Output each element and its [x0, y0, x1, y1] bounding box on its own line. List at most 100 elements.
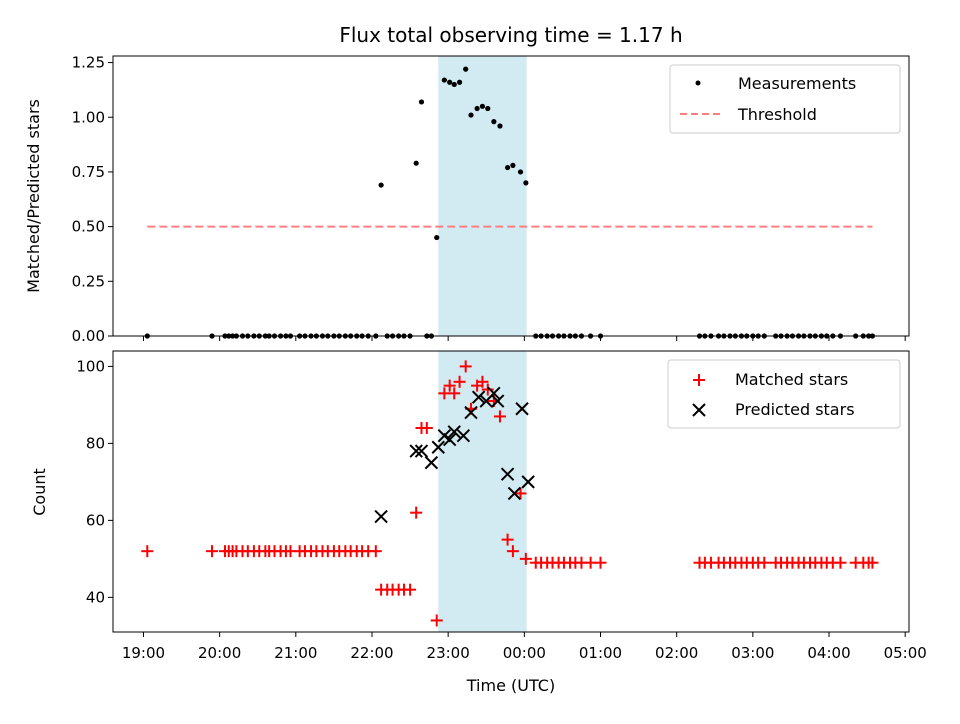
bot-y-tick-label: 80 [86, 434, 105, 452]
matched-stars-point [206, 545, 219, 558]
top-highlight-span [438, 56, 527, 336]
x-axis-label: Time (UTC) [466, 676, 555, 695]
predicted-stars-point [507, 486, 522, 501]
legend-measurements-label: Measurements [738, 74, 856, 93]
top-x-ticks [142, 336, 906, 341]
matched-stars-point [481, 383, 494, 396]
x-tick-label: 22:00 [350, 644, 393, 662]
x-tick-label: 21:00 [274, 644, 317, 662]
matched-stars-point [430, 614, 443, 627]
measurement-point [491, 119, 497, 125]
matched-stars-point [443, 379, 456, 392]
x-tick-label: 04:00 [807, 644, 850, 662]
predicted-stars-point [447, 425, 461, 439]
bottom-data-marks [141, 360, 879, 627]
measurement-point [434, 234, 440, 241]
measurement-point [523, 180, 529, 186]
measurement-point [463, 66, 469, 72]
measurement-point [441, 77, 447, 83]
x-tick-label: 19:00 [122, 644, 165, 662]
x-tick-label: 02:00 [655, 644, 698, 662]
top-y-ticks: 0.00 0.25 0.50 0.75 1.00 1.25 [72, 54, 113, 345]
measurement-point [479, 103, 486, 109]
matched-stars-point [420, 421, 433, 434]
bot-y-tick-label: 100 [76, 357, 105, 375]
top-axes-frame [112, 55, 910, 337]
chart-title: Flux total observing time = 1.17 h [339, 23, 682, 47]
measurement-point [497, 123, 503, 129]
matched-stars-point [514, 487, 527, 500]
measurement-point [456, 79, 463, 85]
measurement-point [451, 81, 457, 88]
top-panel: 0.00 0.25 0.50 0.75 1.00 1.25 Matched/Predict… [24, 54, 910, 345]
bottom-legend-box [667, 359, 901, 429]
predicted-stars-point [464, 405, 478, 420]
legend-predicted-marker [692, 403, 706, 417]
matched-stars-point [369, 545, 382, 558]
matched-stars-point [594, 556, 607, 569]
top-y-tick-label: 1.25 [72, 54, 105, 72]
matched-stars-point [834, 556, 847, 569]
matched-stars-point [404, 583, 417, 596]
x-tick-label: 03:00 [731, 644, 774, 662]
predicted-stars-point [500, 467, 515, 481]
top-legend-box [669, 64, 901, 134]
measurement-point [418, 99, 425, 105]
predicted-stars-point [515, 402, 529, 416]
x-tick-label: 00:00 [503, 644, 546, 662]
measurement-point [378, 182, 384, 188]
legend-measurements-marker [695, 80, 701, 86]
matched-stars-point [519, 552, 532, 565]
measurement-point [517, 169, 524, 175]
predicted-stars-point [374, 509, 388, 524]
bottom-x-ticks: 19:00 20:00 21:00 22:00 23:00 00:00 01:00 02:00… [122, 632, 927, 662]
matched-stars-point [459, 360, 472, 373]
predicted-stars-point [471, 390, 486, 404]
measurement-point [413, 160, 419, 166]
x-tick-label: 23:00 [427, 644, 470, 662]
legend-predicted-label: Predicted stars [735, 400, 855, 419]
bottom-legend[interactable]: Matched stars Predicted stars [667, 359, 901, 429]
predicted-stars-point [487, 386, 501, 401]
predicted-stars-point [414, 444, 429, 458]
predicted-stars-point [409, 444, 423, 458]
measurement-point [485, 105, 491, 112]
legend-threshold-label: Threshold [737, 105, 817, 124]
matched-stars-point [476, 375, 489, 388]
top-y-tick-label: 0.25 [72, 272, 105, 290]
predicted-stars-point [521, 475, 535, 489]
measurement-point [504, 164, 511, 171]
predicted-stars-point [424, 455, 439, 470]
measurement-point [510, 162, 516, 168]
predicted-stars-point [442, 432, 457, 447]
top-y-tick-label: 0.50 [72, 218, 105, 236]
legend-matched-marker [693, 374, 705, 386]
matched-stars-point [453, 375, 466, 388]
matched-stars-point [410, 506, 423, 519]
matched-stars-point [448, 387, 461, 400]
bot-y-tick-label: 60 [86, 511, 105, 529]
top-y-axis-label: Matched/Predicted stars [24, 99, 43, 293]
x-tick-label: 20:00 [198, 644, 241, 662]
bottom-axes-frame [112, 350, 910, 633]
matched-stars-point [501, 533, 514, 546]
top-y-tick-label: 0.75 [72, 163, 105, 181]
top-legend[interactable]: Measurements Threshold [669, 64, 901, 134]
bottom-y-axis-label: Count [30, 468, 49, 516]
matched-stars-point [758, 556, 771, 569]
predicted-stars-point [456, 428, 471, 443]
predicted-stars-point [431, 440, 445, 454]
measurement-point [447, 79, 453, 85]
bot-y-tick-label: 40 [86, 588, 105, 606]
bottom-panel: 40 60 80 100 19:00 20:00 21:00 22:00 23:00 00:00… [30, 350, 927, 695]
matched-stars-point [141, 545, 154, 558]
matched-stars-point [506, 545, 519, 558]
measurement-point [474, 105, 480, 112]
measurement-point [468, 112, 474, 118]
x-tick-label: 05:00 [884, 644, 927, 662]
x-tick-label: 01:00 [579, 644, 622, 662]
legend-matched-label: Matched stars [735, 370, 848, 389]
matched-stars-point [493, 410, 506, 423]
top-y-tick-label: 0.00 [72, 327, 105, 345]
